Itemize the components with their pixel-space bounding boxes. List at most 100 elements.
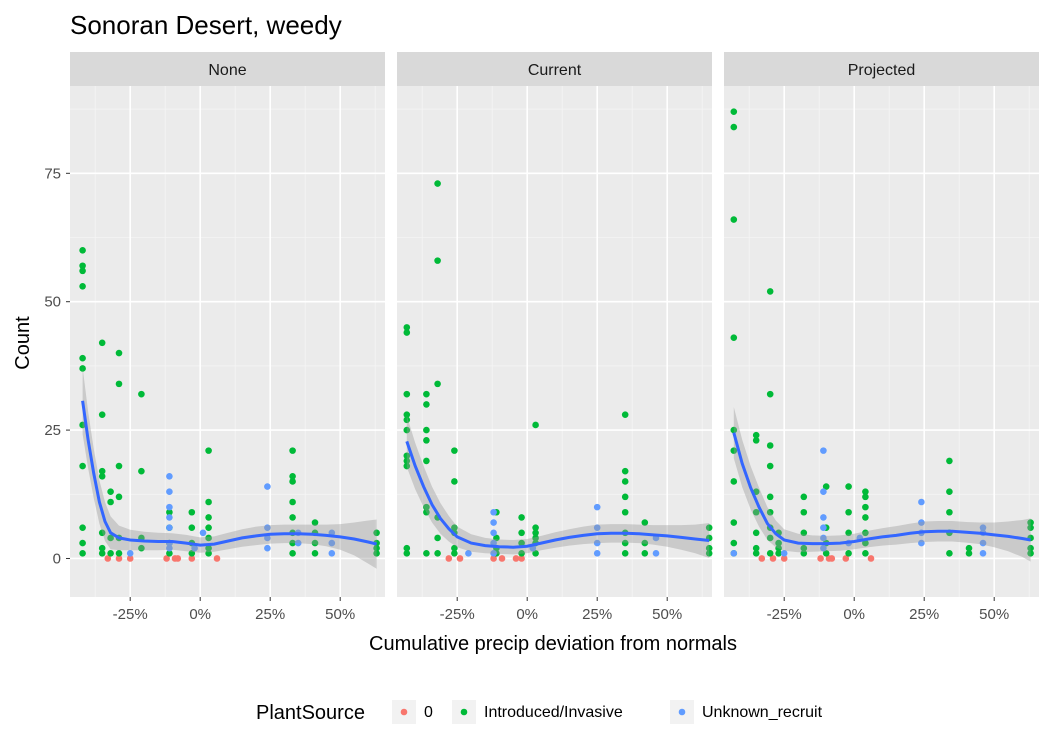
data-point-zero	[817, 555, 824, 562]
data-point-intro	[800, 550, 808, 557]
smooth-confidence-ribbon	[733, 407, 1031, 562]
x-tick-label: 50%	[652, 606, 682, 623]
data-point-intro	[946, 488, 953, 496]
data-point-intro	[205, 544, 212, 552]
legend-label-unknown: Unknown_recruit	[702, 704, 823, 721]
x-tick-label: 25%	[255, 606, 285, 623]
data-point-intro	[766, 390, 774, 398]
data-point-unknown	[593, 503, 601, 511]
data-point-intro	[845, 483, 852, 490]
data-point-intro	[730, 447, 738, 454]
data-point-zero	[213, 555, 221, 562]
smooth-confidence-ribbon	[406, 415, 710, 558]
data-point-intro	[621, 411, 629, 418]
data-point-intro	[423, 437, 430, 444]
x-tick-label: 0%	[189, 606, 211, 623]
data-point-intro	[403, 457, 411, 465]
smooth-line	[405, 440, 710, 549]
y-tick-label: 50	[44, 294, 61, 311]
data-point-zero	[456, 555, 464, 562]
data-point-zero	[867, 555, 875, 562]
legend-title: PlantSource	[256, 702, 365, 724]
data-point-unknown	[652, 550, 660, 557]
data-point-intro	[822, 550, 830, 557]
data-point-intro	[518, 539, 525, 547]
data-point-zero	[498, 555, 506, 562]
data-point-intro	[403, 462, 411, 470]
data-point-zero	[842, 555, 850, 562]
data-point-intro	[621, 478, 629, 485]
data-point-intro	[166, 550, 173, 557]
data-point-intro	[532, 524, 539, 531]
data-point-intro	[434, 534, 441, 542]
facet-panels: None-25% 0% 25% 50%Current-25% 0% 25% 50%Proje…	[70, 52, 1039, 623]
data-point-intro	[423, 457, 430, 465]
data-point-intro	[621, 467, 629, 475]
data-point-intro	[800, 544, 808, 552]
data-point-intro	[403, 416, 411, 424]
legend-key-unknown	[678, 708, 686, 716]
data-point-unknown	[199, 529, 207, 537]
data-point-unknown	[979, 539, 987, 547]
data-point-intro	[518, 514, 525, 521]
data-point-intro	[766, 288, 774, 295]
data-point-intro	[98, 467, 106, 475]
data-point-intro	[730, 478, 738, 485]
data-point-unknown	[264, 544, 271, 552]
data-point-intro	[79, 421, 86, 429]
data-point-intro	[115, 349, 123, 357]
data-point-unknown	[490, 529, 497, 537]
data-point-intro	[641, 539, 649, 547]
x-tick-label: 0%	[843, 606, 865, 623]
y-tick-label: 25	[44, 422, 61, 439]
x-tick-label: 50%	[979, 606, 1009, 623]
data-point-intro	[862, 493, 869, 501]
data-point-intro	[79, 354, 86, 362]
data-point-intro	[800, 529, 808, 537]
data-point-unknown	[465, 550, 472, 557]
data-point-intro	[766, 534, 774, 542]
data-point-intro	[1027, 519, 1034, 526]
data-point-intro	[451, 447, 458, 454]
data-point-intro	[311, 550, 319, 557]
data-point-intro	[289, 498, 296, 506]
data-point-intro	[98, 411, 106, 418]
x-tick-label: -25%	[113, 606, 148, 623]
data-point-unknown	[166, 514, 173, 521]
data-point-intro	[138, 467, 145, 475]
data-point-intro	[373, 529, 380, 537]
x-tick-label: 25%	[909, 606, 939, 623]
data-point-unknown	[918, 539, 925, 547]
data-point-intro	[373, 544, 380, 552]
data-point-intro	[115, 550, 123, 557]
data-point-intro	[752, 529, 760, 537]
chart-title: Sonoran Desert, weedy	[70, 10, 342, 40]
data-point-intro	[188, 550, 196, 557]
data-point-intro	[423, 426, 430, 434]
data-point-intro	[705, 544, 713, 552]
data-point-intro	[403, 426, 411, 434]
data-point-unknown	[191, 544, 198, 552]
data-point-intro	[705, 524, 713, 531]
data-point-intro	[403, 544, 411, 552]
data-point-intro	[862, 550, 869, 557]
data-point-intro	[138, 390, 145, 398]
data-point-zero	[188, 555, 196, 562]
data-point-intro	[79, 462, 86, 470]
data-point-intro	[532, 534, 539, 542]
data-point-unknown	[979, 550, 987, 557]
data-point-intro	[79, 550, 86, 557]
data-point-intro	[138, 544, 145, 552]
data-point-unknown	[166, 544, 173, 552]
data-point-unknown	[820, 514, 827, 521]
data-point-zero	[490, 555, 497, 562]
legend-key-intro	[460, 708, 468, 716]
data-point-unknown	[490, 508, 497, 516]
data-point-intro	[98, 473, 106, 480]
facet-strip	[70, 52, 385, 86]
legend-key-zero	[400, 708, 408, 716]
data-point-intro	[800, 493, 808, 501]
data-point-zero	[512, 555, 520, 562]
smooth-confidence-ribbon	[82, 367, 377, 569]
